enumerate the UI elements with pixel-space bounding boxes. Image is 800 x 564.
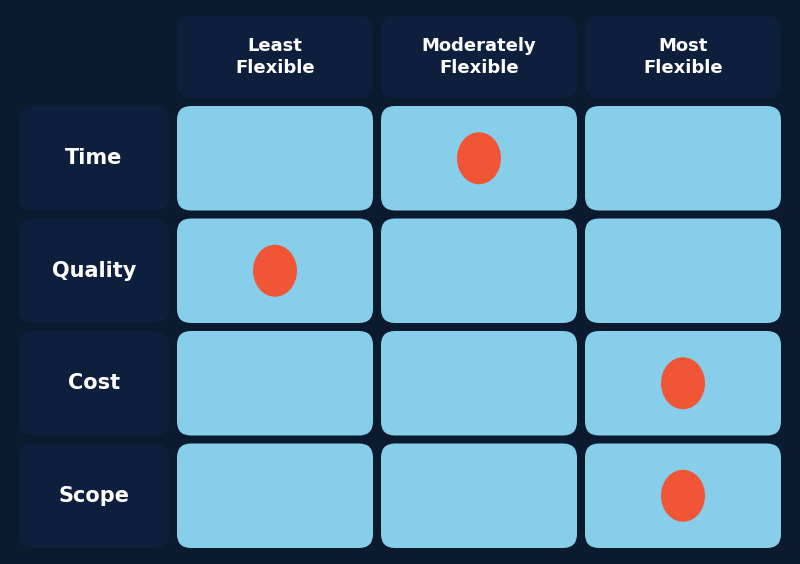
- FancyBboxPatch shape: [381, 331, 577, 435]
- FancyBboxPatch shape: [19, 331, 169, 435]
- FancyBboxPatch shape: [177, 443, 373, 548]
- Text: Moderately
Flexible: Moderately Flexible: [422, 37, 536, 77]
- FancyBboxPatch shape: [381, 16, 577, 98]
- Ellipse shape: [253, 245, 297, 297]
- FancyBboxPatch shape: [381, 106, 577, 210]
- Ellipse shape: [661, 470, 705, 522]
- Ellipse shape: [457, 132, 501, 184]
- FancyBboxPatch shape: [177, 106, 373, 210]
- Text: Scope: Scope: [58, 486, 130, 506]
- Text: Cost: Cost: [68, 373, 120, 393]
- Ellipse shape: [661, 357, 705, 409]
- FancyBboxPatch shape: [585, 443, 781, 548]
- FancyBboxPatch shape: [177, 218, 373, 323]
- FancyBboxPatch shape: [177, 16, 373, 98]
- FancyBboxPatch shape: [19, 106, 169, 210]
- FancyBboxPatch shape: [585, 106, 781, 210]
- FancyBboxPatch shape: [381, 443, 577, 548]
- FancyBboxPatch shape: [585, 218, 781, 323]
- FancyBboxPatch shape: [19, 443, 169, 548]
- FancyBboxPatch shape: [177, 331, 373, 435]
- FancyBboxPatch shape: [585, 331, 781, 435]
- FancyBboxPatch shape: [19, 218, 169, 323]
- FancyBboxPatch shape: [585, 16, 781, 98]
- Text: Quality: Quality: [52, 261, 136, 281]
- Text: Time: Time: [66, 148, 122, 168]
- FancyBboxPatch shape: [381, 218, 577, 323]
- Text: Most
Flexible: Most Flexible: [643, 37, 723, 77]
- Text: Least
Flexible: Least Flexible: [235, 37, 315, 77]
